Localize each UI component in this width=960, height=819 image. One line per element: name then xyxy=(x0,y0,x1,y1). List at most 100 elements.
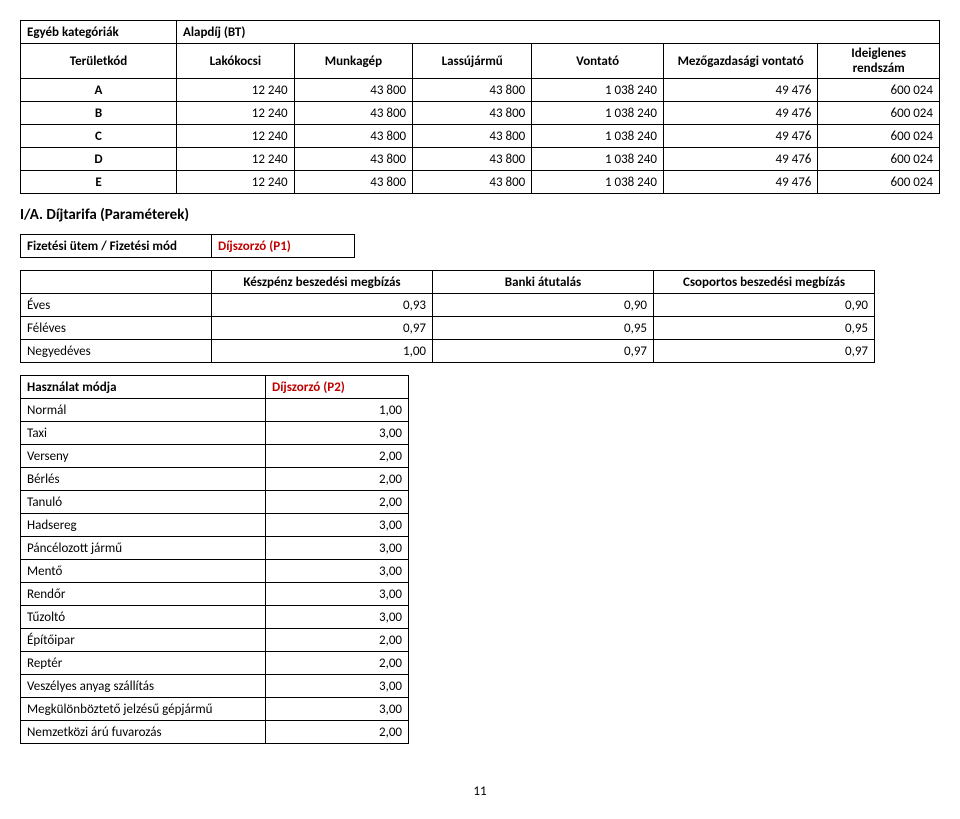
table-cell: 0,97 xyxy=(654,340,875,363)
table-row-code: A xyxy=(21,79,177,102)
table-row-label: Verseny xyxy=(21,445,266,468)
table-cell: 43 800 xyxy=(413,79,532,102)
table-cell: 600 024 xyxy=(818,125,940,148)
table-cell: 600 024 xyxy=(818,102,940,125)
table-cell: 3,00 xyxy=(266,560,409,583)
table-row-label: Páncélozott jármű xyxy=(21,537,266,560)
table-cell: 3,00 xyxy=(266,606,409,629)
table-cell: 600 024 xyxy=(818,148,940,171)
table-cell: 1 038 240 xyxy=(532,171,664,194)
table-row-label: Tűzoltó xyxy=(21,606,266,629)
t1-h2-4: Vontató xyxy=(532,44,664,79)
table-cell: 43 800 xyxy=(413,125,532,148)
table-cell: 1 038 240 xyxy=(532,125,664,148)
t1-h2-2: Munkagép xyxy=(294,44,413,79)
table-cell: 43 800 xyxy=(294,125,413,148)
table-cell: 43 800 xyxy=(413,102,532,125)
table-row-label: Tanuló xyxy=(21,491,266,514)
table-cell: 0,95 xyxy=(654,317,875,340)
t1-h2-0: Területkód xyxy=(21,44,177,79)
table-p1-data: Készpénz beszedési megbízás Banki átutal… xyxy=(20,270,875,363)
table-row-label: Hadsereg xyxy=(21,514,266,537)
t2h-3: Csoportos beszedési megbízás xyxy=(654,271,875,294)
t1-h2-1: Lakókocsi xyxy=(176,44,294,79)
table-cell: 49 476 xyxy=(663,125,817,148)
table-cell: 12 240 xyxy=(176,171,294,194)
table-row-label: Féléves xyxy=(21,317,212,340)
table-p2: Használat módja Díjszorzó (P2) Normál1,0… xyxy=(20,375,409,744)
table-cell: 43 800 xyxy=(413,148,532,171)
t3-h-left: Használat módja xyxy=(21,376,266,399)
t1-h2-3: Lassújármű xyxy=(413,44,532,79)
table-row-label: Taxi xyxy=(21,422,266,445)
table-row-label: Mentő xyxy=(21,560,266,583)
table-cell: 3,00 xyxy=(266,675,409,698)
table-cell: 2,00 xyxy=(266,445,409,468)
t2h-2: Banki átutalás xyxy=(433,271,654,294)
table-row-label: Bérlés xyxy=(21,468,266,491)
table-cell: 0,95 xyxy=(433,317,654,340)
table-cell: 12 240 xyxy=(176,102,294,125)
table-row-label: Normál xyxy=(21,399,266,422)
t2h-0 xyxy=(21,271,212,294)
table-row-code: C xyxy=(21,125,177,148)
table-row-code: E xyxy=(21,171,177,194)
table-row-label: Veszélyes anyag szállítás xyxy=(21,675,266,698)
table-row-label: Negyedéves xyxy=(21,340,212,363)
t2-top-right: Díjszorzó (P1) xyxy=(212,235,355,258)
table-cell: 12 240 xyxy=(176,148,294,171)
table-cell: 1 038 240 xyxy=(532,148,664,171)
table-cell: 43 800 xyxy=(294,79,413,102)
table-cell: 3,00 xyxy=(266,537,409,560)
t2-top-left: Fizetési ütem / Fizetési mód xyxy=(21,235,212,258)
table-cell: 3,00 xyxy=(266,698,409,721)
table-cell: 0,97 xyxy=(212,317,433,340)
t1-header-left: Egyéb kategóriák xyxy=(21,21,177,44)
table-cell: 2,00 xyxy=(266,468,409,491)
table-cell: 1 038 240 xyxy=(532,102,664,125)
table-cell: 3,00 xyxy=(266,583,409,606)
table-cell: 43 800 xyxy=(294,148,413,171)
table-cell: 2,00 xyxy=(266,629,409,652)
table-cell: 12 240 xyxy=(176,79,294,102)
table-cell: 43 800 xyxy=(294,102,413,125)
table-row-code: D xyxy=(21,148,177,171)
table-cell: 600 024 xyxy=(818,79,940,102)
table-cell: 12 240 xyxy=(176,125,294,148)
t1-header-right: Alapdíj (BT) xyxy=(176,21,939,44)
table-cell: 0,90 xyxy=(433,294,654,317)
table-cell: 0,93 xyxy=(212,294,433,317)
table-cell: 1,00 xyxy=(266,399,409,422)
table-p1-header: Fizetési ütem / Fizetési mód Díjszorzó (… xyxy=(20,234,355,258)
table-cell: 49 476 xyxy=(663,79,817,102)
t2h-1: Készpénz beszedési megbízás xyxy=(212,271,433,294)
table-alapdij: Egyéb kategóriák Alapdíj (BT) Területkód… xyxy=(20,20,940,194)
table-cell: 600 024 xyxy=(818,171,940,194)
table-cell: 49 476 xyxy=(663,102,817,125)
table-cell: 43 800 xyxy=(294,171,413,194)
table-row-label: Megkülönböztető jelzésű gépjármű xyxy=(21,698,266,721)
table-row-label: Nemzetközi árú fuvarozás xyxy=(21,721,266,744)
table-cell: 2,00 xyxy=(266,652,409,675)
table-cell: 1 038 240 xyxy=(532,79,664,102)
table-cell: 49 476 xyxy=(663,171,817,194)
table-cell: 0,90 xyxy=(654,294,875,317)
table-cell: 49 476 xyxy=(663,148,817,171)
table-row-label: Éves xyxy=(21,294,212,317)
table-row-label: Építőipar xyxy=(21,629,266,652)
table-row-label: Rendőr xyxy=(21,583,266,606)
t3-h-right: Díjszorzó (P2) xyxy=(266,376,409,399)
table-row-code: B xyxy=(21,102,177,125)
table-cell: 2,00 xyxy=(266,721,409,744)
table-row-label: Reptér xyxy=(21,652,266,675)
table-cell: 43 800 xyxy=(413,171,532,194)
page-number: 11 xyxy=(20,784,940,799)
t1-h2-5: Mezőgazdasági vontató xyxy=(663,44,817,79)
table-cell: 3,00 xyxy=(266,514,409,537)
t1-h2-6: Ideiglenes rendszám xyxy=(818,44,940,79)
table-cell: 3,00 xyxy=(266,422,409,445)
section-title: I/A. Díjtarifa (Paraméterek) xyxy=(20,206,940,224)
table-cell: 0,97 xyxy=(433,340,654,363)
table-cell: 1,00 xyxy=(212,340,433,363)
table-cell: 2,00 xyxy=(266,491,409,514)
